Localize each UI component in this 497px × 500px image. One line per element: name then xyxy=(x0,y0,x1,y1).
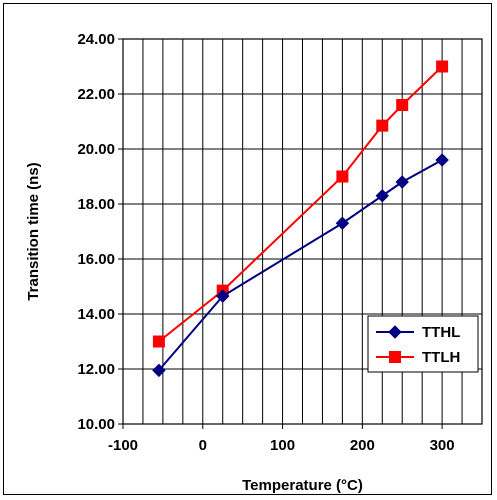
y-tick-label: 24.00 xyxy=(77,31,115,48)
series-layer xyxy=(152,60,449,378)
series-ttlh-point xyxy=(396,99,409,111)
legend-label-ttlh: TTLH xyxy=(422,349,460,366)
series-tthl-point xyxy=(335,216,350,230)
series-tthl-point xyxy=(375,189,389,203)
x-tick-label: 200 xyxy=(350,437,375,454)
series-tthl xyxy=(152,153,449,378)
series-ttlh-point xyxy=(376,119,389,132)
y-axis-title: Transition time (ns) xyxy=(25,162,42,300)
legend-marker-ttlh xyxy=(389,351,401,363)
legend: TTHL TTLH xyxy=(367,315,479,373)
legend-marker-tthl xyxy=(388,325,402,339)
legend-label-tthl: TTHL xyxy=(422,324,460,341)
series-tthl-point xyxy=(435,153,449,167)
series-ttlh-point xyxy=(152,335,165,348)
y-tick-label: 12.00 xyxy=(77,361,115,378)
y-tick-label: 10.00 xyxy=(77,416,115,433)
x-axis-title: Temperature (°C) xyxy=(242,477,363,494)
series-ttlh-point xyxy=(436,60,449,73)
chart-frame xyxy=(3,3,492,495)
legend-item-tthl: TTHL xyxy=(376,324,460,341)
series-ttlh-line xyxy=(158,65,443,343)
series-tthl-point xyxy=(216,289,230,303)
legend-item-ttlh: TTLH xyxy=(376,349,460,366)
legend-box xyxy=(367,315,479,373)
x-tick-label: -100 xyxy=(108,437,138,454)
series-tthl-line xyxy=(158,159,443,372)
plot-area xyxy=(122,38,483,425)
y-tick-label: 20.00 xyxy=(77,141,115,158)
series-tthl-point xyxy=(152,363,166,378)
x-tick-label: 0 xyxy=(199,437,207,454)
y-tick-label: 18.00 xyxy=(77,196,115,213)
x-tick-label: 300 xyxy=(430,437,455,454)
x-tick-label: 100 xyxy=(270,437,295,454)
series-ttlh-point xyxy=(336,170,349,183)
y-tick-label: 16.00 xyxy=(77,251,115,268)
y-tick-label: 14.00 xyxy=(77,306,115,323)
y-tick-label: 22.00 xyxy=(77,86,115,103)
y-axis: 10.00 12.00 14.00 16.00 18.00 20.00 22.00 24.00 xyxy=(77,31,123,433)
series-tthl-point xyxy=(395,175,409,189)
x-axis: -100 0 100 200 300 xyxy=(108,424,455,454)
